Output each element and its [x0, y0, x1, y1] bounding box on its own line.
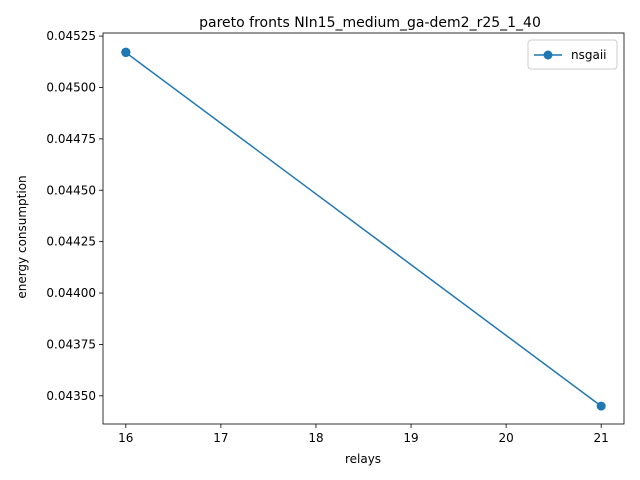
y-axis-label: energy consumption [15, 175, 29, 298]
legend: nsgaii [527, 39, 618, 70]
legend-label: nsgaii [571, 48, 607, 62]
y-tick-label: 0.04350 [46, 389, 96, 403]
x-tick-label: 17 [213, 431, 228, 445]
plot-area [102, 32, 625, 425]
x-tick-label: 20 [498, 431, 513, 445]
y-tick-label: 0.04475 [46, 132, 96, 146]
data-point [121, 48, 131, 58]
x-tick-label: 18 [308, 431, 323, 445]
axes-frame [102, 32, 625, 425]
legend-box [527, 39, 618, 70]
data-point [596, 401, 606, 411]
x-tick-label: 21 [594, 431, 609, 445]
y-axis: 0.04350 0.04375 0.04400 0.04425 0.04450 0.044… [46, 29, 103, 403]
legend-marker [543, 50, 553, 60]
y-tick-label: 0.04450 [46, 183, 96, 197]
y-tick-label: 0.04400 [46, 286, 96, 300]
x-axis: 16 17 18 19 20 21 [118, 424, 609, 445]
chart-title: pareto fronts NIn15_medium_ga-dem2_r25_1… [199, 15, 541, 31]
x-axis-label: relays [345, 452, 381, 466]
y-tick-label: 0.04425 [46, 235, 96, 249]
y-tick-label: 0.04525 [46, 29, 96, 43]
x-tick-label: 19 [403, 431, 418, 445]
y-tick-label: 0.04375 [46, 337, 96, 351]
x-tick-label: 16 [118, 431, 133, 445]
y-tick-label: 0.04500 [46, 80, 96, 94]
